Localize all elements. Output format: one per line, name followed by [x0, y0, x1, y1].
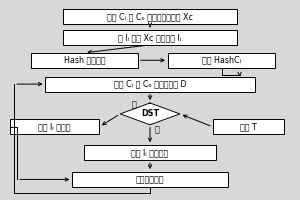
Polygon shape — [120, 103, 180, 125]
Text: 图像 Iᵢ 是不真实: 图像 Iᵢ 是不真实 — [131, 148, 169, 157]
FancyBboxPatch shape — [31, 53, 138, 68]
FancyBboxPatch shape — [72, 172, 228, 187]
FancyBboxPatch shape — [10, 119, 99, 134]
Text: 计算 Cᵢ 与 Cₒ 之间的旋转角度 Xᴄ: 计算 Cᵢ 与 Cₒ 之间的旋转角度 Xᴄ — [107, 12, 193, 21]
Text: Hash 生成算法: Hash 生成算法 — [64, 56, 105, 65]
Text: 计算 Cᵢ 与 Cₒ 之间的距离 D: 计算 Cᵢ 与 Cₒ 之间的距离 D — [114, 80, 186, 89]
FancyBboxPatch shape — [63, 9, 237, 24]
Text: 否: 否 — [154, 126, 159, 135]
Text: 中间 HashCᵢ: 中间 HashCᵢ — [202, 56, 241, 65]
FancyBboxPatch shape — [213, 119, 284, 134]
Text: 将 Iᵢ 旋转 Xᴄ 得到图像 Iᵢ: 将 Iᵢ 旋转 Xᴄ 得到图像 Iᵢ — [118, 33, 182, 42]
Text: 阈値 T: 阈値 T — [240, 122, 257, 131]
FancyBboxPatch shape — [168, 53, 275, 68]
Text: 是: 是 — [131, 100, 136, 109]
FancyBboxPatch shape — [84, 145, 216, 160]
Text: DST: DST — [141, 109, 159, 118]
Text: 篹改定位算法: 篹改定位算法 — [136, 175, 164, 184]
FancyBboxPatch shape — [63, 30, 237, 45]
FancyBboxPatch shape — [46, 77, 254, 92]
Text: 图像 Iᵢ 是真实: 图像 Iᵢ 是真实 — [38, 122, 71, 131]
